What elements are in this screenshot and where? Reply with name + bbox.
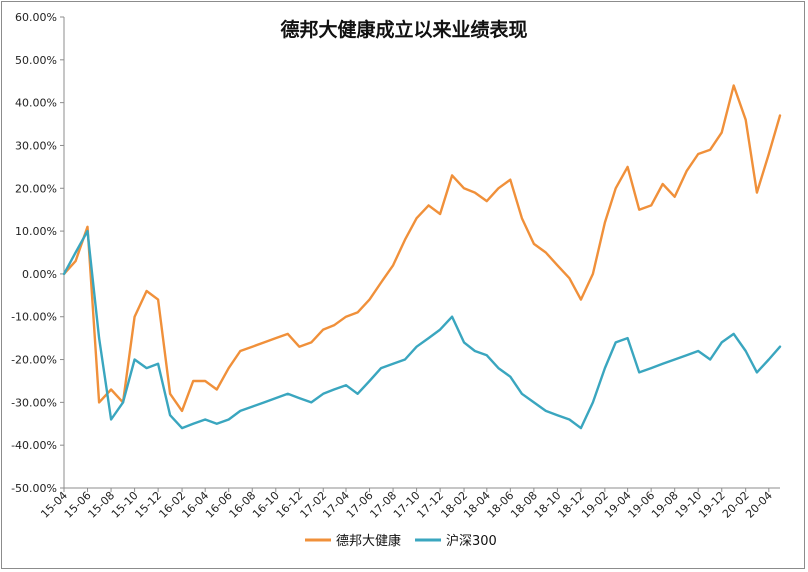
x-axis: 15-0415-0615-0815-1015-1216-0216-0416-06…	[38, 487, 780, 521]
y-tick-label: 60.00%	[15, 11, 57, 24]
y-tick-label: 20.00%	[15, 182, 57, 195]
y-tick-label: 30.00%	[15, 139, 57, 152]
series-line-2	[62, 229, 782, 430]
y-tick-label: -40.00%	[11, 439, 57, 452]
legend-label-2: 沪深300	[446, 533, 497, 549]
x-tick-label: 20-04	[743, 489, 775, 521]
y-tick-label: -30.00%	[11, 396, 57, 409]
legend: 德邦大健康 沪深300	[305, 533, 497, 549]
y-tick-label: 40.00%	[15, 97, 57, 110]
y-tick-label: -50.00%	[11, 482, 57, 495]
legend-label-1: 德邦大健康	[336, 533, 401, 549]
series-layer	[62, 84, 782, 430]
series-line-1	[62, 84, 782, 413]
y-tick-label: -20.00%	[11, 354, 57, 367]
y-tick-label: 10.00%	[15, 225, 57, 238]
y-tick-label: 50.00%	[15, 54, 57, 67]
y-tick-label: 0.00%	[22, 268, 57, 281]
y-axis: 60.00% 50.00% 40.00% 30.00% 20.00% 10.00% 0.00…	[11, 11, 65, 495]
chart-title: 德邦大健康成立以来业绩表现	[280, 18, 527, 41]
y-tick-label: -10.00%	[11, 311, 57, 324]
